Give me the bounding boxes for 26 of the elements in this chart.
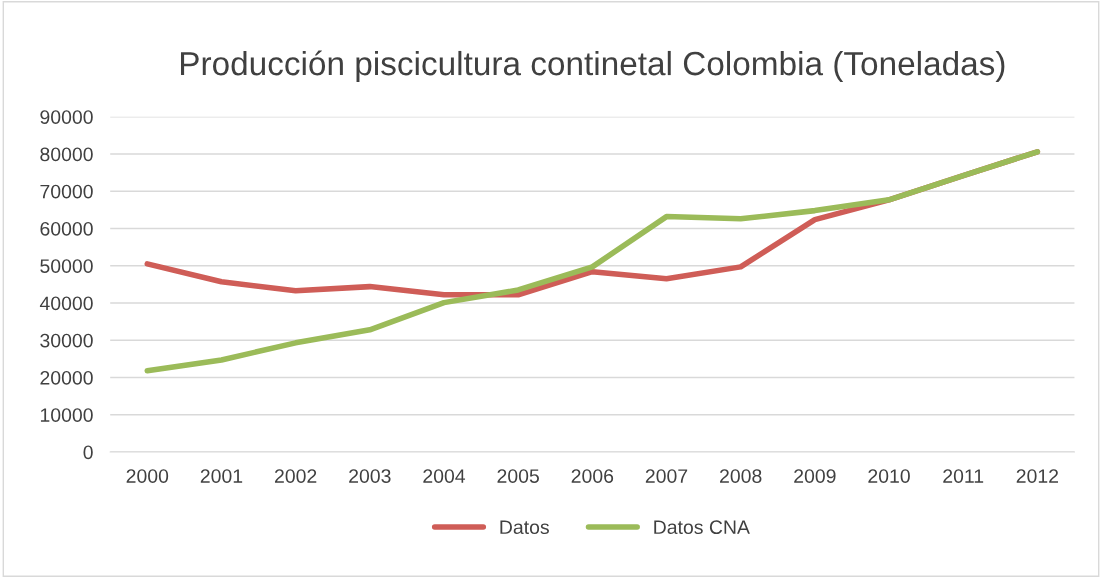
x-tick-label: 2003 xyxy=(349,469,391,483)
chart-title: Producción piscicultura continetal Colombia (Toneladas) xyxy=(180,50,1005,83)
y-tick-label: 40000 xyxy=(39,296,93,311)
y-tick-label: 70000 xyxy=(40,184,93,199)
y-tick-label: 10000 xyxy=(40,408,93,422)
y-tick-label: 30000 xyxy=(40,333,93,348)
x-tick-label: 2001 xyxy=(200,469,243,483)
x-tick-label: 2004 xyxy=(423,469,466,483)
x-tick-label: 2010 xyxy=(868,469,910,483)
x-tick-label: 2007 xyxy=(645,469,688,483)
x-tick-label: 2011 xyxy=(943,469,984,483)
legend-label: Datos xyxy=(500,520,549,535)
x-tick-label: 2005 xyxy=(497,469,539,483)
x-tick-label: 2009 xyxy=(794,469,836,483)
y-tick-label: 50000 xyxy=(40,259,93,273)
x-tick-label: 2006 xyxy=(571,469,614,483)
y-tick-label: 80000 xyxy=(40,147,93,162)
x-tick-label: 2008 xyxy=(720,469,762,483)
legend-label: Datos CNA xyxy=(654,520,750,535)
y-tick-label: 90000 xyxy=(40,110,93,124)
y-tick-label: 20000 xyxy=(40,370,93,385)
x-tick-label: 2012 xyxy=(1016,469,1059,483)
y-tick-label: 60000 xyxy=(40,221,93,236)
x-tick-label: 2000 xyxy=(126,469,169,483)
y-tick-label: 0 xyxy=(83,445,93,460)
x-tick-label: 2002 xyxy=(274,469,317,483)
